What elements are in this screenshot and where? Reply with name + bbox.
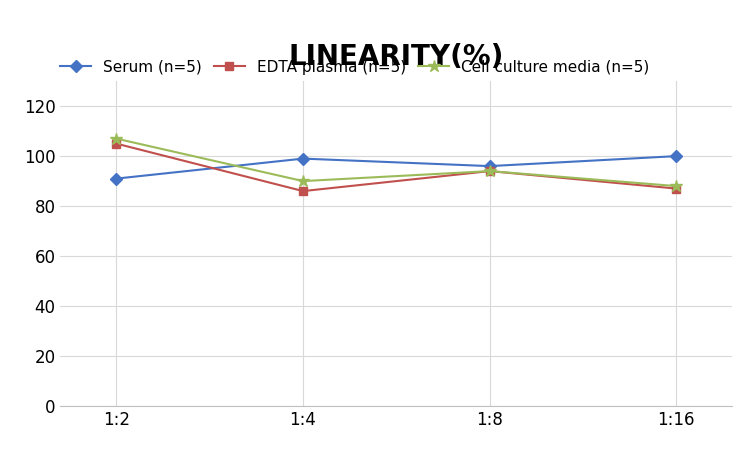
EDTA plasma (n=5) <box>112 141 121 146</box>
Line: Serum (n=5): Serum (n=5) <box>112 152 680 183</box>
EDTA plasma (n=5) <box>485 168 495 174</box>
Line: Cell culture media (n=5): Cell culture media (n=5) <box>110 133 683 192</box>
Serum (n=5) <box>112 176 121 181</box>
Cell culture media (n=5) <box>298 179 307 184</box>
Title: LINEARITY(%): LINEARITY(%) <box>288 42 504 70</box>
Line: EDTA plasma (n=5): EDTA plasma (n=5) <box>112 139 680 195</box>
Serum (n=5) <box>672 153 681 159</box>
Serum (n=5) <box>298 156 307 161</box>
Cell culture media (n=5) <box>485 168 495 174</box>
Cell culture media (n=5) <box>672 184 681 189</box>
EDTA plasma (n=5) <box>672 186 681 191</box>
Serum (n=5) <box>485 163 495 169</box>
EDTA plasma (n=5) <box>298 189 307 194</box>
Cell culture media (n=5) <box>112 136 121 141</box>
Legend: Serum (n=5), EDTA plasma (n=5), Cell culture media (n=5): Serum (n=5), EDTA plasma (n=5), Cell cul… <box>60 60 649 75</box>
